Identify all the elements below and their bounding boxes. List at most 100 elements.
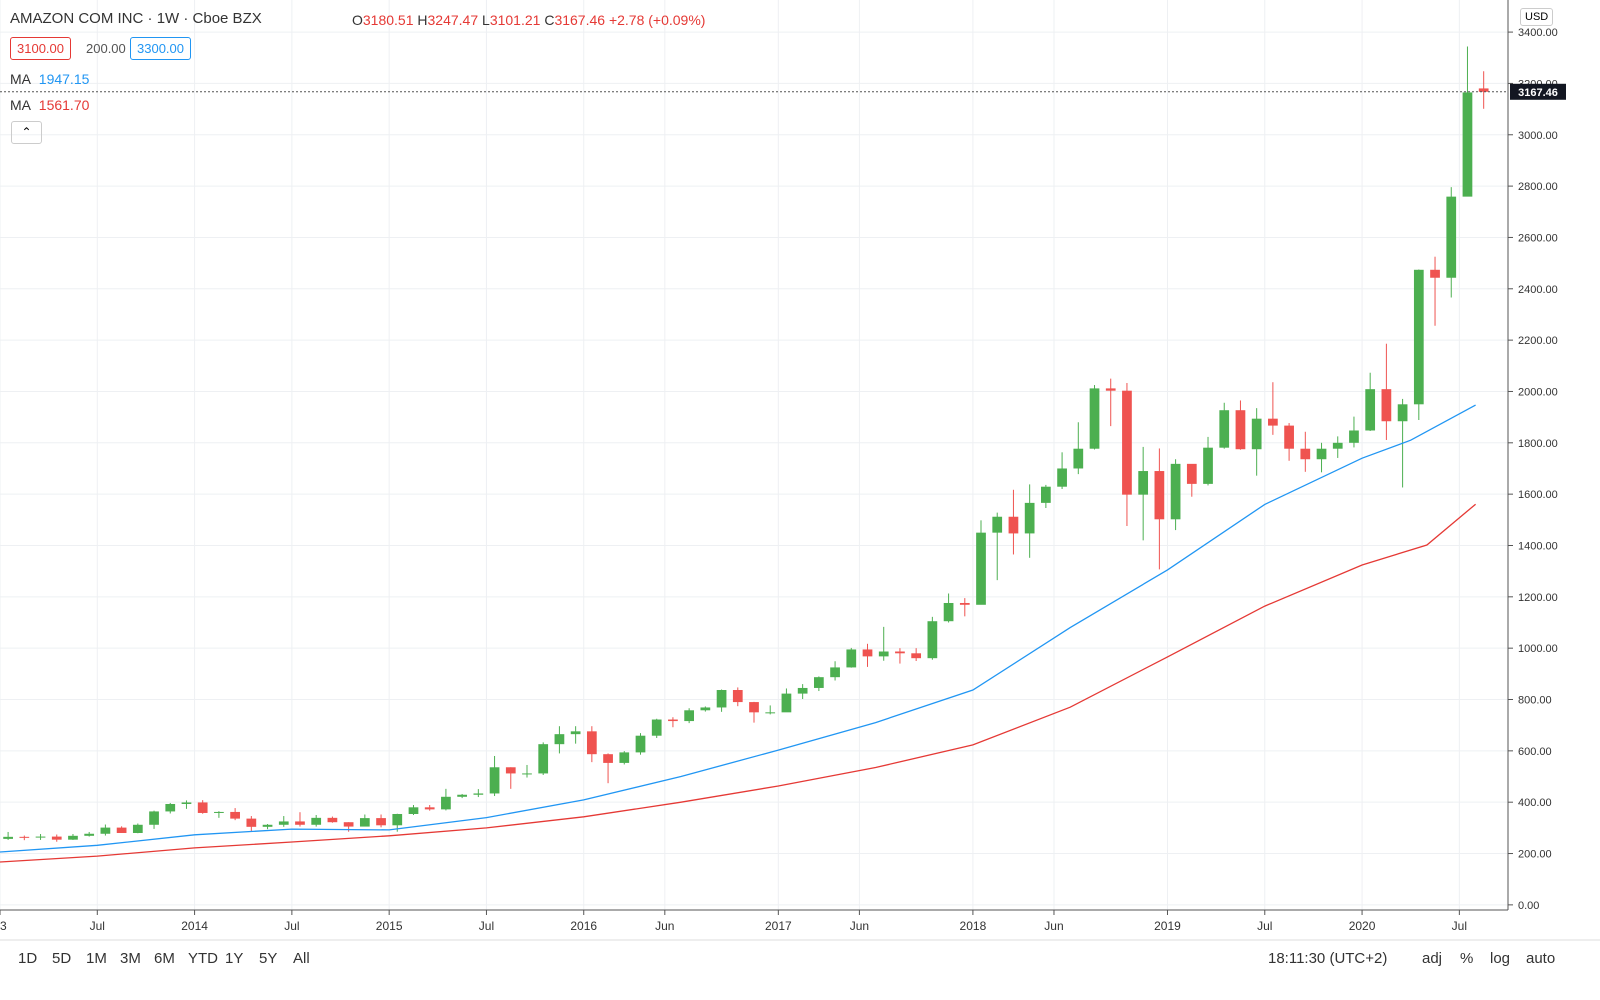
candle-body — [749, 702, 759, 713]
y-tick-label: 3400.00 — [1518, 27, 1558, 39]
range-button[interactable]: All — [293, 950, 310, 967]
y-tick-label: 1600.00 — [1518, 489, 1558, 501]
x-tick-label: Jun — [655, 919, 674, 933]
candle-body — [311, 817, 322, 825]
button[interactable]: 3100.00 — [10, 37, 71, 60]
collapse-button[interactable]: ⌃ — [11, 121, 42, 144]
candle-body — [765, 712, 776, 714]
candle-body — [392, 813, 403, 826]
candle-body — [538, 744, 549, 774]
button[interactable]: 3300.00 — [130, 37, 191, 60]
x-tick-label: Jun — [1044, 919, 1063, 933]
c-key: C — [544, 12, 555, 28]
option-button[interactable]: log — [1490, 950, 1511, 967]
candle-body — [1462, 92, 1473, 197]
candle-body — [262, 824, 273, 827]
candle-body — [1154, 471, 1165, 520]
option-button[interactable]: adj — [1422, 950, 1443, 967]
candle-body — [522, 773, 532, 775]
y-tick-label: 1400.00 — [1518, 540, 1558, 552]
range-button[interactable]: 1Y — [225, 950, 244, 967]
candle-body — [878, 651, 889, 657]
candle-body — [1073, 448, 1084, 469]
symbol-bar[interactable]: AMAZON COM INC · 1W · Cboe BZX — [10, 10, 262, 27]
l-val: 3101.21 — [489, 12, 541, 28]
candle-body — [473, 793, 484, 795]
change: +2.78 (+0.09%) — [608, 12, 706, 28]
candle-body — [862, 649, 873, 657]
range-button[interactable]: 1D — [18, 950, 38, 967]
button[interactable]: 200.00 — [86, 41, 126, 56]
candle-body — [1397, 404, 1408, 422]
candle-body — [619, 752, 630, 763]
currency: USD — [1520, 8, 1554, 26]
candle-body — [943, 602, 954, 622]
candle-body — [246, 818, 257, 827]
x-tick-label: 2018 — [960, 919, 987, 933]
interval: 1W — [156, 10, 180, 27]
ma-value: 1947.15 — [38, 71, 90, 87]
y-tick-label: 2600.00 — [1518, 232, 1558, 244]
range-button[interactable]: 1M — [86, 950, 107, 967]
candle-body — [68, 835, 78, 840]
x-tick-label: 13 — [0, 919, 7, 933]
candle-body — [327, 817, 338, 823]
candle-body — [489, 767, 500, 794]
candle-body — [1122, 390, 1132, 495]
candle-body — [214, 811, 224, 813]
option-button[interactable]: % — [1460, 950, 1474, 967]
range-button[interactable]: 5Y — [259, 950, 278, 967]
h-key: H — [417, 12, 428, 28]
candle-body — [359, 818, 370, 827]
clock: 18:11:30 (UTC+2) — [1268, 950, 1388, 967]
y-tick-label: 2800.00 — [1518, 181, 1558, 193]
ma-line — [0, 503, 1477, 863]
range-button[interactable]: 3M — [120, 950, 141, 967]
y-tick-label: 800.00 — [1518, 695, 1552, 707]
candle-body — [1089, 388, 1100, 449]
candle-body — [1219, 410, 1230, 448]
candle-body — [1300, 448, 1311, 460]
price-tag — [1510, 83, 1566, 100]
x-tick-label: Jul — [90, 919, 105, 933]
range-button[interactable]: YTD — [188, 950, 218, 967]
candle-body — [295, 821, 305, 825]
x-tick-label: Jun — [850, 919, 869, 933]
symbol: AMAZON COM INC — [10, 10, 144, 27]
candle-body — [976, 532, 986, 605]
exchange: Cboe BZX — [192, 10, 262, 27]
candle-body — [1251, 418, 1262, 450]
x-tick-label: Jul — [1257, 919, 1272, 933]
candle-body — [651, 719, 662, 736]
option-button[interactable]: auto — [1526, 950, 1556, 967]
candle-body — [1138, 471, 1149, 495]
o-val: 3180.51 — [362, 12, 414, 28]
candle-body — [132, 824, 143, 833]
candle-body — [424, 807, 435, 810]
candle-body — [1365, 389, 1376, 431]
h-val: 3247.47 — [427, 12, 479, 28]
ma-name: MA — [10, 71, 31, 87]
candle-body — [732, 690, 743, 703]
range-button[interactable]: 5D — [52, 950, 72, 967]
ohlc: O3180.51 H3247.47 L3101.21 C3167.46 +2.7… — [352, 12, 705, 28]
candle-body — [830, 667, 840, 678]
candle-body — [603, 754, 613, 763]
candle-body — [1413, 269, 1424, 405]
candle-body — [116, 827, 127, 833]
ma-legend: MA 1947.15 — [10, 71, 89, 87]
x-tick-label: Jul — [479, 919, 494, 933]
candle-body — [716, 690, 727, 708]
ma-value: 1561.70 — [38, 97, 90, 113]
candle-body — [35, 836, 46, 838]
candle-body — [1203, 447, 1213, 484]
candle-body — [457, 794, 467, 797]
y-tick-label: 0.00 — [1518, 900, 1539, 912]
y-tick-label: 3000.00 — [1518, 130, 1558, 142]
candle-body — [797, 687, 808, 694]
candle-body — [813, 677, 824, 688]
range-button[interactable]: 6M — [154, 950, 175, 967]
candle-body — [586, 731, 597, 755]
x-tick-label: 2020 — [1349, 919, 1376, 933]
candle-body — [230, 811, 240, 819]
